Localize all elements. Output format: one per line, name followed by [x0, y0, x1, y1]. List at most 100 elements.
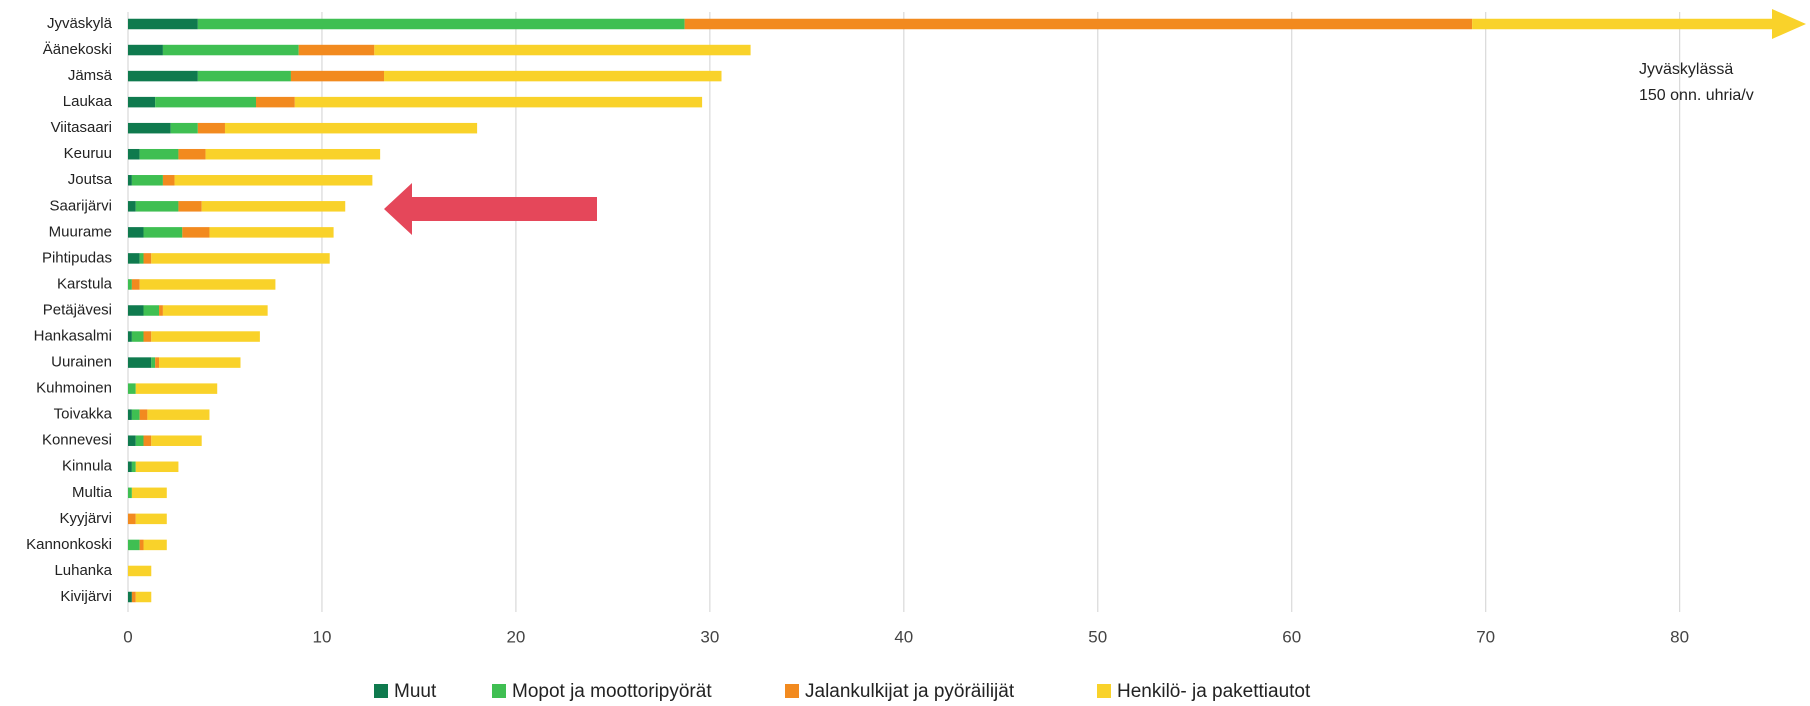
y-tick-label: Hankasalmi: [34, 328, 112, 345]
bar-segment: [178, 201, 201, 212]
bar-segment: [291, 71, 384, 82]
bar-segment: [128, 305, 144, 316]
y-tick-label: Kyyjärvi: [59, 510, 112, 527]
bar-segment: [128, 45, 163, 56]
bar-segment: [155, 357, 159, 368]
bar-segment: [151, 253, 329, 264]
bar-segment: [136, 592, 152, 603]
bar-segment: [685, 19, 1472, 30]
y-tick-label: Viitasaari: [51, 119, 112, 136]
x-tick-label: 80: [1670, 627, 1689, 646]
bar-segment: [198, 19, 685, 30]
bar-segment: [140, 149, 179, 160]
bar-segment: [128, 149, 140, 160]
y-tick-label: Multia: [72, 484, 113, 501]
bar-segment: [163, 45, 299, 56]
bar-segment: [144, 540, 167, 551]
bar-segment: [128, 227, 144, 238]
y-tick-label: Saarijärvi: [49, 197, 112, 214]
bar-segment: [136, 201, 179, 212]
bar-segment: [132, 175, 163, 186]
bar-segment: [128, 514, 136, 525]
chart: 01020304050607080JyväskyläÄänekoskiJämsä…: [0, 0, 1810, 706]
bar-segment: [163, 305, 268, 316]
y-tick-label: Kivijärvi: [60, 588, 112, 605]
bar-segment: [256, 97, 295, 108]
bar-segment: [144, 227, 183, 238]
bar-segment: [132, 462, 136, 473]
y-tick-label: Karstula: [57, 275, 113, 292]
bar-segment: [163, 175, 175, 186]
bar-segment: [144, 435, 152, 446]
y-tick-label: Kuhmoinen: [36, 380, 112, 397]
bar-segment: [128, 566, 151, 577]
bar-segment: [140, 540, 144, 551]
legend-label: Henkilö- ja pakettiautot: [1117, 681, 1311, 702]
annotation: Jyväskylässä: [1639, 61, 1733, 78]
bar-segment: [132, 488, 167, 499]
bar-segment: [128, 462, 132, 473]
y-tick-label: Kinnula: [62, 458, 113, 475]
y-tick-label: Laukaa: [63, 93, 113, 110]
bar-segment: [132, 592, 136, 603]
legend-swatch: [374, 684, 388, 698]
bar-segment: [128, 540, 140, 551]
bar-segment: [140, 409, 148, 420]
bar-segment: [374, 45, 750, 56]
y-tick-label: Kannonkoski: [26, 536, 112, 553]
bar-segment: [202, 201, 346, 212]
x-tick-label: 60: [1282, 627, 1301, 646]
y-tick-label: Jämsä: [68, 67, 113, 84]
y-tick-label: Jyväskylä: [47, 15, 113, 32]
y-tick-label: Petäjävesi: [43, 301, 112, 318]
bar-segment: [144, 305, 160, 316]
bar-segment: [151, 357, 155, 368]
bar-segment: [175, 175, 373, 186]
bar-segment: [295, 97, 702, 108]
bar-segment: [151, 331, 260, 342]
legend-label: Mopot ja moottoripyörät: [512, 681, 712, 702]
bar-segment: [128, 97, 155, 108]
bar-segment: [132, 331, 144, 342]
bars: [128, 19, 1810, 603]
bar-segment: [147, 409, 209, 420]
bar-segment: [132, 279, 140, 290]
y-tick-label: Muurame: [49, 223, 112, 240]
y-tick-label: Toivakka: [54, 406, 113, 423]
bar-segment: [140, 253, 144, 264]
bar-segment: [198, 71, 291, 82]
y-tick-label: Joutsa: [68, 171, 113, 188]
bar-segment: [128, 253, 140, 264]
bar-segment: [144, 253, 152, 264]
bar-segment: [144, 331, 152, 342]
bar-segment: [128, 409, 132, 420]
bar-segment: [128, 435, 136, 446]
bar-segment: [132, 409, 140, 420]
x-tick-label: 50: [1088, 627, 1107, 646]
annotation: 150 onn. uhria/v: [1639, 87, 1754, 104]
bar-segment: [128, 488, 132, 499]
y-tick-label: Konnevesi: [42, 432, 112, 449]
bar-segment: [128, 357, 151, 368]
legend-label: Jalankulkijat ja pyöräilijät: [805, 681, 1015, 702]
bar-segment: [171, 123, 198, 134]
x-tick-label: 20: [506, 627, 525, 646]
y-tick-label: Luhanka: [54, 562, 112, 579]
bar-segment: [182, 227, 209, 238]
bar-segment: [136, 383, 217, 394]
foreground: 01020304050607080JyväskyläÄänekoskiJämsä…: [26, 9, 1806, 702]
bar-segment: [1472, 19, 1810, 30]
bar-segment: [155, 97, 256, 108]
y-tick-label: Keuruu: [64, 145, 112, 162]
bar-segment: [128, 383, 136, 394]
bar-segment: [206, 149, 381, 160]
highlight-arrow: [384, 183, 597, 235]
x-tick-label: 10: [312, 627, 331, 646]
x-tick-label: 30: [700, 627, 719, 646]
bar-segment: [136, 462, 179, 473]
bar-segment: [151, 435, 201, 446]
x-tick-label: 70: [1476, 627, 1495, 646]
bar-segment: [128, 19, 198, 30]
bar-segment: [225, 123, 477, 134]
bar-segment: [128, 123, 171, 134]
